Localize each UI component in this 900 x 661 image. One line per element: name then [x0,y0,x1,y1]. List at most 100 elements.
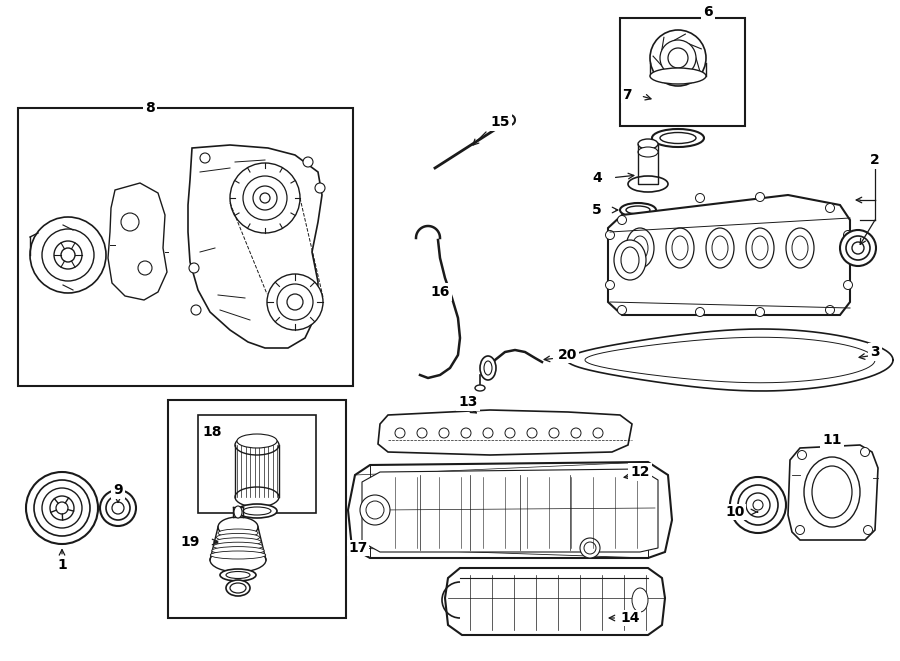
Circle shape [106,496,130,520]
Circle shape [61,248,75,262]
Circle shape [34,480,90,536]
Ellipse shape [230,583,246,593]
Circle shape [730,477,786,533]
Circle shape [303,157,313,167]
Text: 15: 15 [491,115,509,129]
Polygon shape [108,183,167,300]
Text: 14: 14 [620,611,640,625]
Circle shape [112,502,124,514]
Text: 16: 16 [430,285,450,299]
Ellipse shape [614,240,646,280]
Circle shape [696,307,705,317]
Circle shape [100,490,136,526]
Polygon shape [608,195,850,315]
Bar [168,400,346,618]
Circle shape [191,305,201,315]
Circle shape [395,428,405,438]
Ellipse shape [226,580,250,596]
Ellipse shape [632,236,648,260]
Circle shape [230,163,300,233]
Bar [638,144,658,184]
Ellipse shape [218,517,258,537]
Circle shape [852,242,864,254]
Circle shape [315,183,325,193]
Circle shape [840,230,876,266]
Circle shape [42,488,82,528]
Ellipse shape [650,68,706,84]
Ellipse shape [752,236,768,260]
Circle shape [593,428,603,438]
Text: 17: 17 [348,541,367,555]
Ellipse shape [812,466,852,518]
Text: 11: 11 [823,433,842,447]
Circle shape [189,263,199,273]
Ellipse shape [660,132,696,143]
Ellipse shape [235,487,279,507]
Ellipse shape [666,228,694,268]
Circle shape [253,186,277,210]
Circle shape [50,496,74,520]
Circle shape [200,153,210,163]
Circle shape [755,192,764,202]
Polygon shape [188,145,322,348]
Circle shape [606,280,615,290]
Ellipse shape [632,588,648,612]
Ellipse shape [652,129,704,147]
Ellipse shape [804,457,860,527]
Text: 19: 19 [181,535,200,549]
Circle shape [121,213,139,231]
Ellipse shape [626,228,654,268]
Ellipse shape [475,385,485,391]
Ellipse shape [706,228,734,268]
Text: 3: 3 [870,345,880,359]
Circle shape [287,294,303,310]
Circle shape [461,428,471,438]
Circle shape [738,485,778,525]
Ellipse shape [628,176,668,192]
Circle shape [527,428,537,438]
Ellipse shape [620,203,656,217]
Circle shape [696,194,705,202]
Polygon shape [362,469,658,552]
Circle shape [863,525,872,535]
Circle shape [668,48,688,68]
Polygon shape [788,445,878,540]
Bar [198,415,316,513]
Circle shape [825,305,834,315]
Ellipse shape [215,538,261,546]
Circle shape [366,501,384,519]
Circle shape [505,428,515,438]
Text: 13: 13 [458,395,478,409]
Circle shape [439,428,449,438]
Ellipse shape [220,569,256,581]
Circle shape [797,451,806,459]
Circle shape [660,40,696,76]
Ellipse shape [237,504,277,518]
Ellipse shape [218,529,258,537]
Circle shape [549,428,559,438]
Circle shape [54,241,82,269]
Circle shape [746,493,770,517]
Circle shape [580,538,600,558]
Circle shape [584,542,596,554]
Circle shape [483,428,493,438]
Text: 12: 12 [630,465,650,479]
Circle shape [650,30,706,86]
Ellipse shape [480,356,496,380]
Text: 4: 4 [592,171,602,185]
Circle shape [417,428,427,438]
Text: 6: 6 [703,5,713,19]
Circle shape [843,280,852,290]
Polygon shape [378,410,632,455]
Circle shape [753,500,763,510]
Circle shape [260,193,270,203]
Circle shape [243,176,287,220]
Bar [18,108,353,386]
Polygon shape [445,568,665,635]
Ellipse shape [638,147,658,157]
Text: 8: 8 [145,101,155,115]
Ellipse shape [226,572,250,578]
Text: 10: 10 [725,505,745,519]
Ellipse shape [621,247,639,273]
Ellipse shape [484,361,492,375]
